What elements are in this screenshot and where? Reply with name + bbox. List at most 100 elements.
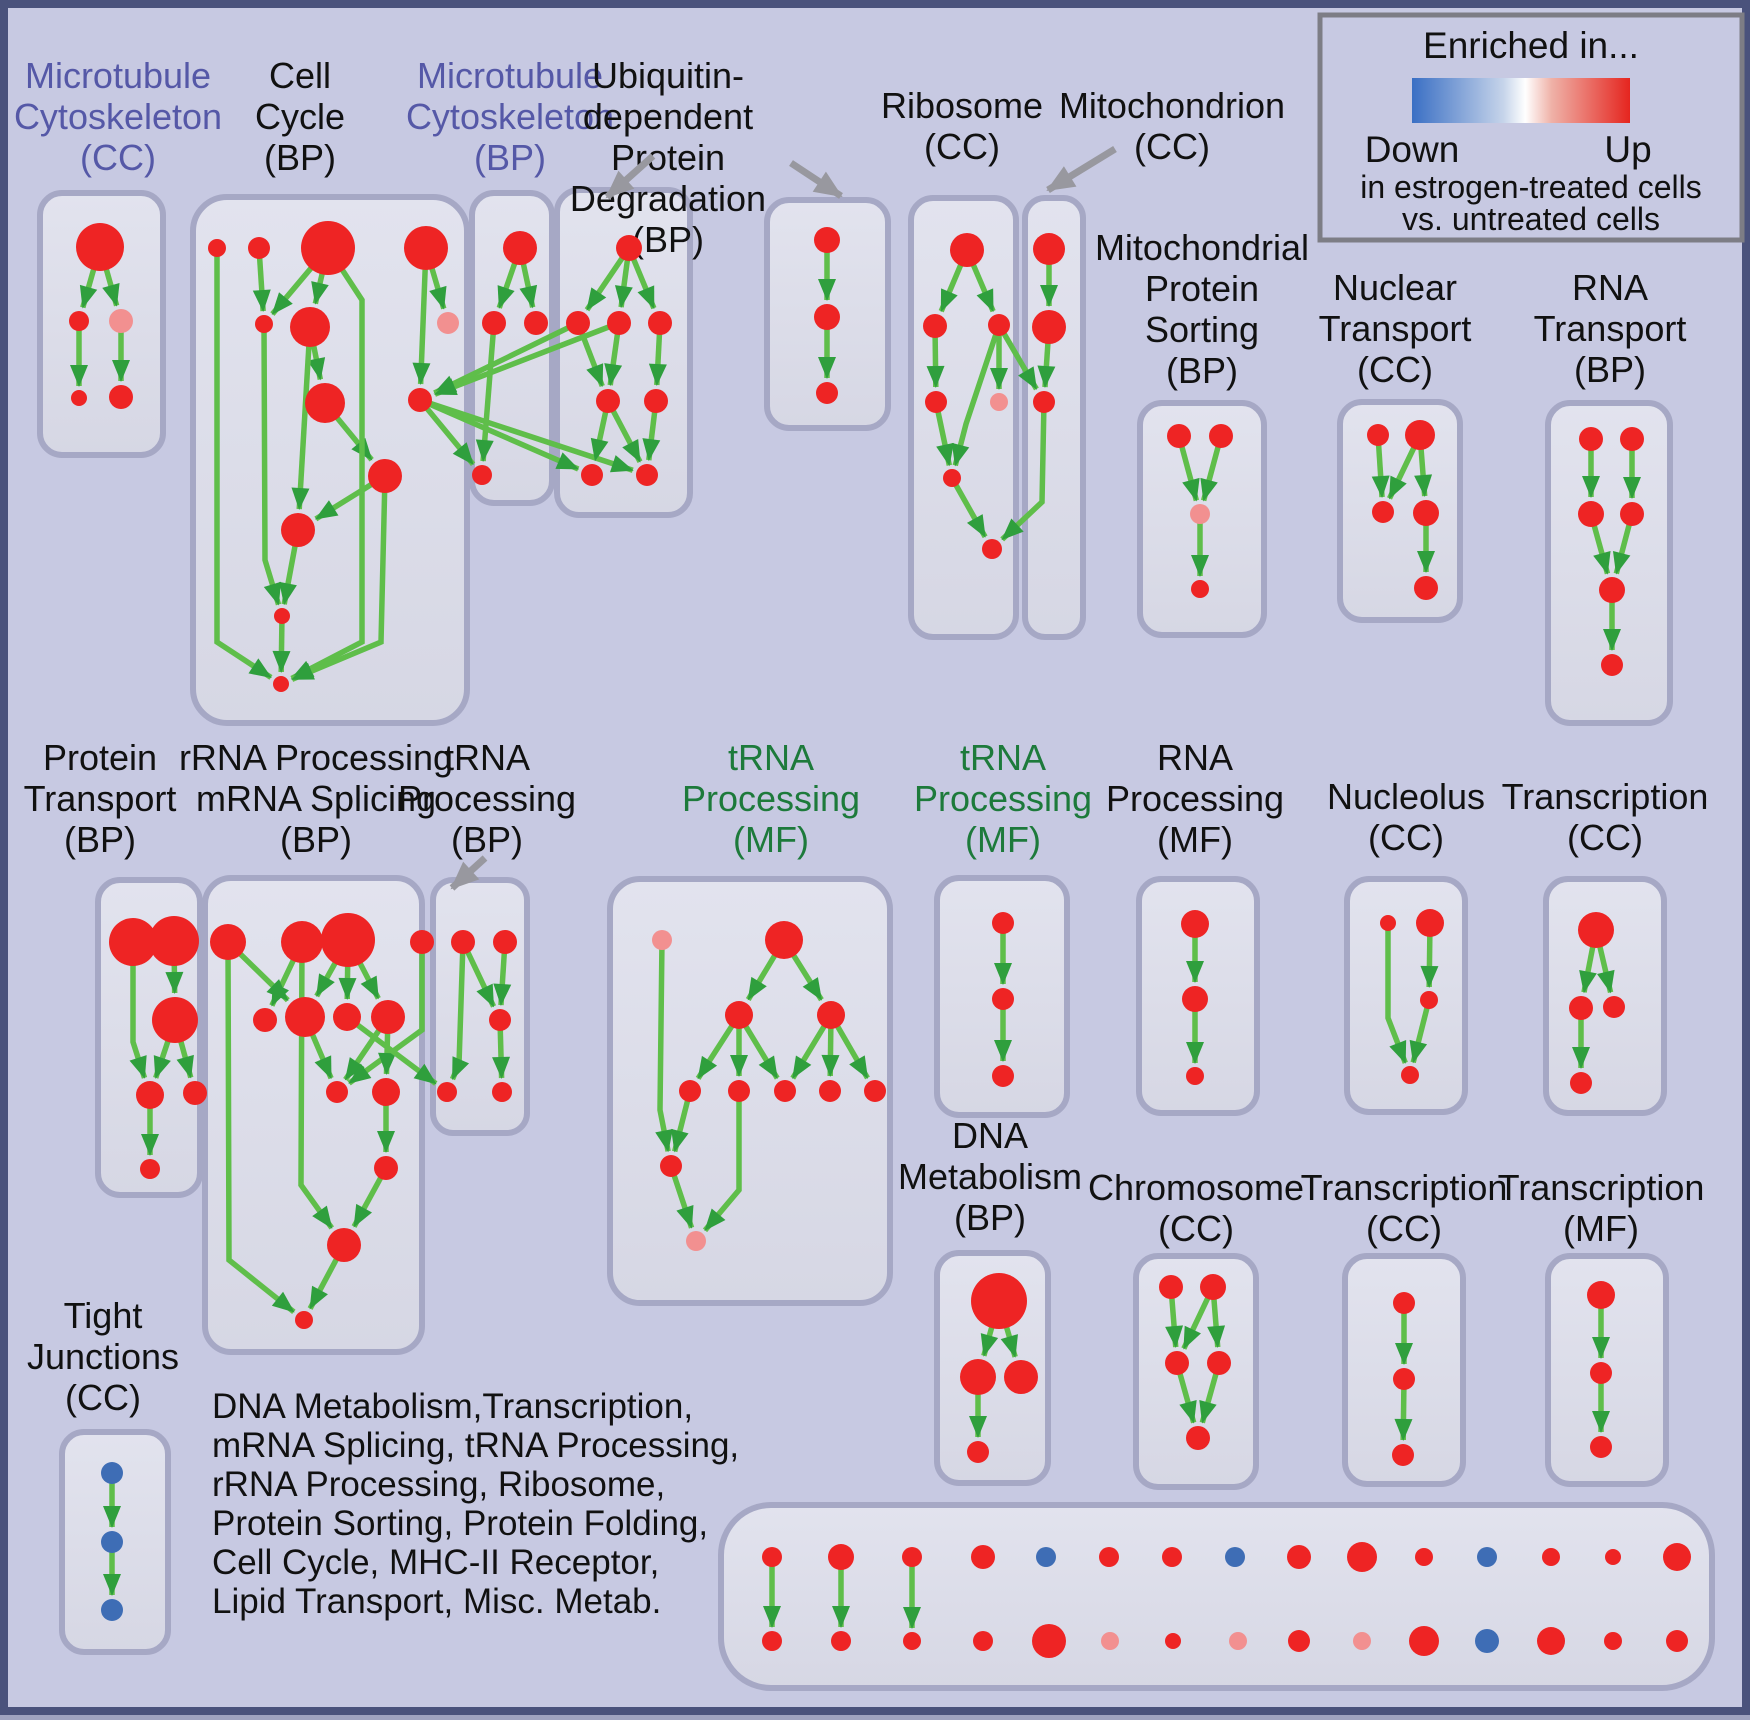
go-term-node-e19 bbox=[1032, 1624, 1066, 1658]
edge-arrow bbox=[996, 323, 1039, 391]
go-term-node-b3 bbox=[648, 311, 672, 335]
edge-arrow bbox=[951, 324, 1002, 467]
go-term-node-d2 bbox=[1004, 1360, 1038, 1394]
go-term-node-q1 bbox=[281, 921, 323, 963]
go-term-node-x2 bbox=[1165, 1351, 1189, 1375]
go-term-node-cc11 bbox=[274, 608, 290, 624]
go-term-node-g5 bbox=[728, 1080, 750, 1102]
cluster-label: Nucleolus (CC) bbox=[1327, 776, 1485, 858]
cluster-box-chromosome-cc bbox=[1133, 1253, 1259, 1490]
cluster-label: tRNA Processing (MF) bbox=[914, 737, 1092, 860]
go-term-node-g0 bbox=[652, 930, 672, 950]
go-term-node-r6 bbox=[982, 539, 1002, 559]
go-term-node-q11 bbox=[327, 1228, 361, 1262]
go-term-node-a2 bbox=[524, 311, 548, 335]
cluster-label: Tight Junctions (CC) bbox=[27, 1295, 179, 1418]
go-term-node-x3 bbox=[1207, 1351, 1231, 1375]
go-term-node-e24 bbox=[1353, 1632, 1371, 1650]
legend-title: Enriched in... bbox=[1423, 25, 1639, 66]
cluster-label: RNA Transport (BP) bbox=[1534, 267, 1687, 390]
edge-arrow bbox=[412, 247, 431, 386]
go-term-node-q5 bbox=[285, 997, 325, 1037]
go-term-node-e12 bbox=[1542, 1548, 1560, 1566]
go-term-node-b2 bbox=[607, 311, 631, 335]
edge-arrow bbox=[949, 476, 988, 539]
cluster-box-mitochondrion-cc bbox=[1022, 195, 1086, 640]
go-term-node-o5 bbox=[1601, 654, 1623, 676]
go-term-node-e5 bbox=[1099, 1547, 1119, 1567]
go-term-node-f2 bbox=[1186, 1067, 1204, 1085]
go-term-node-d3 bbox=[967, 1441, 989, 1463]
edge-arrow bbox=[290, 246, 365, 681]
go-term-node-o0 bbox=[1579, 427, 1603, 451]
go-term-node-d1 bbox=[960, 1359, 996, 1395]
edge-arrow bbox=[261, 323, 282, 606]
go-term-node-b1 bbox=[566, 311, 590, 335]
go-term-node-j2 bbox=[101, 1599, 123, 1621]
cluster-label: Microtubule Cytoskeleton (BP) bbox=[406, 55, 614, 178]
go-term-node-e25 bbox=[1409, 1626, 1439, 1656]
edge-arrow bbox=[345, 1014, 438, 1086]
go-term-node-cc0 bbox=[208, 239, 226, 257]
go-term-node-n0 bbox=[1367, 424, 1389, 446]
go-term-node-cc10 bbox=[281, 513, 315, 547]
cluster-label: Microtubule Cytoskeleton (CC) bbox=[14, 55, 222, 178]
go-term-node-q8 bbox=[326, 1081, 348, 1103]
cluster-label: Nuclear Transport (CC) bbox=[1319, 267, 1472, 390]
edge-arrow bbox=[433, 320, 620, 397]
go-term-node-cc4 bbox=[255, 315, 273, 333]
go-term-node-h1 bbox=[992, 988, 1014, 1010]
edge-arrow bbox=[1000, 401, 1047, 542]
edge-arrow bbox=[214, 248, 273, 680]
go-term-node-m2 bbox=[1033, 391, 1055, 413]
go-term-node-e14 bbox=[1663, 1543, 1691, 1571]
go-term-node-g2 bbox=[725, 1001, 753, 1029]
go-term-node-x4 bbox=[1186, 1426, 1210, 1450]
go-term-node-cc3 bbox=[404, 226, 448, 270]
go-term-node-t0 bbox=[451, 930, 475, 954]
go-term-node-r3 bbox=[925, 391, 947, 413]
edge-arrow bbox=[225, 941, 296, 1315]
go-term-node-e0 bbox=[762, 1547, 782, 1567]
go-term-node-e16 bbox=[831, 1631, 851, 1651]
go-term-node-f0 bbox=[1181, 910, 1209, 938]
cluster-label: Transcription (CC) bbox=[1301, 1167, 1508, 1249]
go-term-node-q12 bbox=[295, 1311, 313, 1329]
go-term-node-m0 bbox=[1033, 233, 1065, 265]
go-term-node-q2 bbox=[321, 913, 375, 967]
go-term-node-g6 bbox=[774, 1080, 796, 1102]
cluster-label: rRNA Processing mRNA Splicing (BP) bbox=[179, 737, 453, 860]
go-term-node-cc9 bbox=[368, 459, 402, 493]
cluster-label: tRNA Processing (BP) bbox=[398, 737, 576, 860]
cluster-box-microtubule-cc bbox=[37, 190, 166, 458]
go-term-node-y0 bbox=[1393, 1292, 1415, 1314]
label-pointer-arrow bbox=[1046, 146, 1117, 193]
go-term-node-w2 bbox=[1603, 996, 1625, 1018]
go-term-node-n2 bbox=[1372, 501, 1394, 523]
go-term-node-n1 bbox=[1405, 420, 1435, 450]
go-term-node-e28 bbox=[1604, 1632, 1622, 1650]
go-term-node-b0 bbox=[616, 235, 642, 261]
legend-down-label: Down bbox=[1365, 129, 1460, 170]
go-term-node-e23 bbox=[1288, 1630, 1310, 1652]
edge-arrow bbox=[291, 326, 313, 511]
go-term-node-cc8 bbox=[408, 388, 432, 412]
go-term-node-e10 bbox=[1415, 1548, 1433, 1566]
edge-arrow bbox=[417, 398, 476, 466]
edge-arrow bbox=[702, 1091, 742, 1233]
go-term-node-j0 bbox=[101, 1462, 123, 1484]
go-term-node-p3 bbox=[136, 1081, 164, 1109]
go-term-node-mc1 bbox=[69, 311, 89, 331]
go-term-node-e13 bbox=[1605, 1549, 1621, 1565]
go-term-node-e15 bbox=[762, 1631, 782, 1651]
go-term-node-e1 bbox=[828, 1544, 854, 1570]
go-term-node-b5 bbox=[644, 389, 668, 413]
go-term-node-k1 bbox=[1416, 909, 1444, 937]
go-term-node-r4 bbox=[990, 393, 1008, 411]
cluster-box-transcription-cc-mid bbox=[1543, 876, 1667, 1116]
label-pointer-arrow bbox=[789, 160, 843, 199]
go-term-node-o1 bbox=[1620, 427, 1644, 451]
go-term-node-j1 bbox=[101, 1531, 123, 1553]
